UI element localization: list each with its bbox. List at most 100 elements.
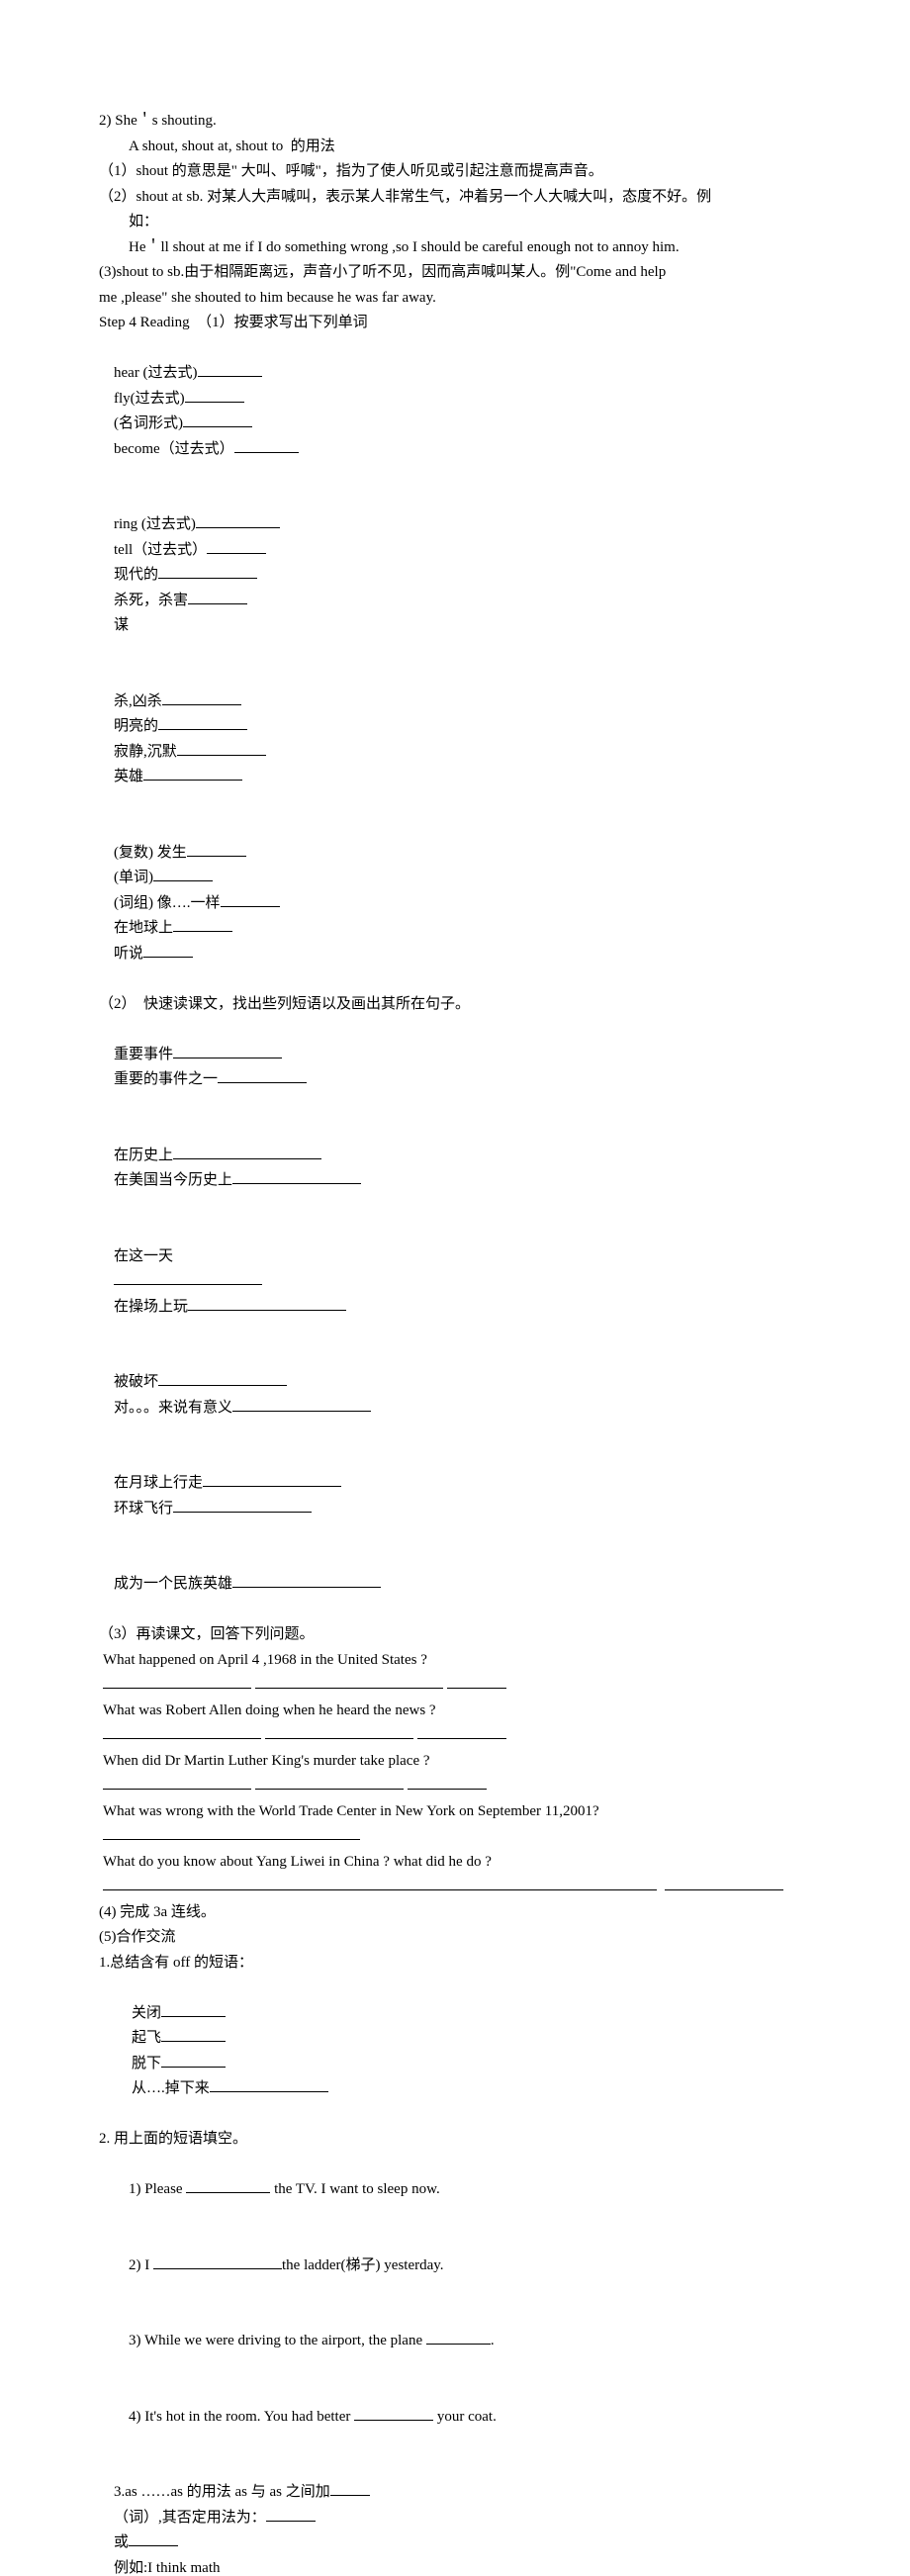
fill-blank-line: 杀,凶杀 明亮的 寂静,沉默 英雄 [99,664,821,815]
blank [177,755,266,756]
label: 脱下 [132,2056,161,2071]
question: What was wrong with the World Trade Cent… [99,1799,821,1825]
blank [153,880,213,881]
fill-blank-line: 关闭 起飞 脱下 从….掉下来 [99,1976,821,2127]
text-line: (3)shout to sb.由于相隔距离远，声音小了听不见，因而高声喊叫某人。… [99,260,821,286]
answer-blank [99,1673,821,1699]
text-line: （2） 快速读课文，找出些列短语以及画出其所在句子。 [99,992,821,1018]
label: (复数) 发生 [114,845,187,861]
blank [161,2041,226,2042]
blank [426,2344,491,2345]
fill-blank-line: 被破坏 对。。。来说有意义 [99,1345,821,1446]
blank [234,452,299,453]
label: 在美国当今历史上 [114,1172,232,1188]
label: 4) It's hot in the room. You had better [129,2409,354,2425]
label: 2) I [129,2257,153,2273]
blank [183,426,252,427]
label: （词）,其否定用法为： [114,2510,266,2526]
blank [158,1385,287,1386]
label: 3.as ……as 的用法 as 与 as 之间加 [114,2484,330,2500]
text-line: me ,please" she shouted to him because h… [99,286,821,312]
blank [143,957,193,958]
text-line: (5)合作交流 [99,1925,821,1951]
answer-blank [99,1875,821,1900]
label: 杀死，杀害 [114,593,188,608]
blank [162,704,241,705]
blank [187,856,246,857]
label: 关闭 [132,2005,161,2021]
blank [232,1183,361,1184]
blank [207,553,266,554]
question: What was Robert Allen doing when he hear… [99,1699,821,1724]
blank [103,1789,251,1790]
label: 从….掉下来 [132,2080,210,2096]
label: 对。。。来说有意义 [114,1400,232,1416]
label: 听说 [114,946,143,962]
blank [210,2091,328,2092]
label: fly(过去式) [114,391,185,407]
blank [408,1789,487,1790]
label: 例如:I think math [114,2560,221,2576]
label: 杀,凶杀 [114,693,162,709]
blank [103,1889,657,1890]
section-heading: Step 4 Reading （1）按要求写出下列单词 [99,311,821,336]
blank [447,1688,506,1689]
label: 3) While we were driving to the airport,… [129,2333,426,2348]
label: (单词) [114,870,153,885]
blank [354,2420,433,2421]
text-line: （3）再读课文，回答下列问题。 [99,1622,821,1648]
blank [330,2495,370,2496]
label: 在地球上 [114,920,173,936]
blank [232,1411,371,1412]
fill-blank-line: hear (过去式) fly(过去式) (名词形式) become（过去式） [99,336,821,488]
question: What do you know about Yang Liwei in Chi… [99,1850,821,1876]
blank [173,931,232,932]
label: (名词形式) [114,415,183,431]
label: 谋 [114,617,129,633]
blank [198,376,262,377]
blank [158,729,247,730]
fill-blank-line: 在历史上 在美国当今历史上 [99,1118,821,1219]
fill-blank-line: 3.as ……as 的用法 as 与 as 之间加 （词）,其否定用法为： 或 … [99,2455,821,2576]
blank [103,1839,360,1840]
label: . [491,2333,495,2348]
question: When did Dr Martin Luther King's murder … [99,1749,821,1775]
answer-blank [99,1723,821,1749]
answer-blank [99,1774,821,1799]
label: hear (过去式) [114,365,198,381]
blank [185,402,244,403]
blank [266,2521,316,2522]
label: 在操场上玩 [114,1299,188,1315]
blank [173,1158,321,1159]
label: 起飞 [132,2030,161,2046]
blank [186,2192,270,2193]
blank [103,1688,251,1689]
label: 被破坏 [114,1374,158,1390]
fill-blank-line: 成为一个民族英雄 [99,1547,821,1623]
text-line: A shout, shout at, shout to 的用法 [99,135,821,160]
text-line: 2) She＇s shouting. [99,109,821,135]
blank [417,1738,506,1739]
label: 在月球上行走 [114,1475,203,1491]
blank [173,1512,312,1513]
blank [221,906,280,907]
blank [188,1310,346,1311]
question: What happened on April 4 ,1968 in the Un… [99,1648,821,1674]
text-line: 1.总结含有 off 的短语： [99,1951,821,1977]
label: tell（过去式） [114,542,207,558]
label: 成为一个民族英雄 [114,1576,232,1592]
text-line: （1）shout 的意思是" 大叫、呼喊"，指为了使人听见或引起注意而提高声音。 [99,159,821,185]
blank [255,1688,443,1689]
fill-blank-line: ring (过去式) tell（过去式） 现代的 杀死，杀害 谋 [99,488,821,665]
text-line: 如： [99,210,821,235]
label: 或 [114,2534,129,2550]
document-page: 2) She＇s shouting. A shout, shout at, sh… [0,0,910,2576]
answer-blank [99,1824,821,1850]
fill-blank-line: 2) I the ladder(梯子) yesterday. [99,2228,821,2304]
label: 在历史上 [114,1148,173,1163]
blank [161,2016,226,2017]
label: 寂静,沉默 [114,744,177,760]
blank [158,578,257,579]
blank [218,1082,307,1083]
blank [103,1738,261,1739]
